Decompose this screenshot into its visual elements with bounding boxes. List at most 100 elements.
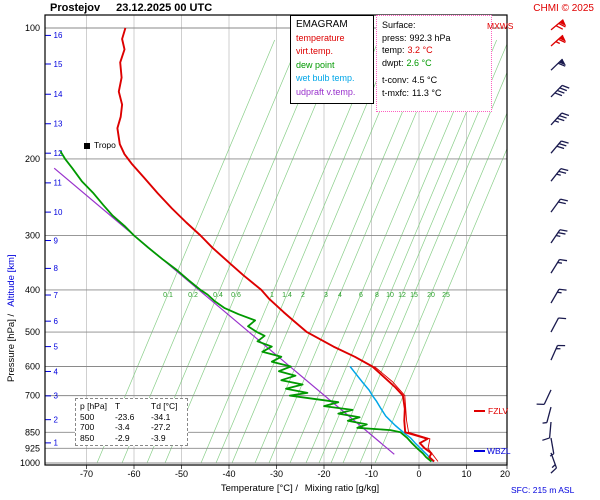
bottom-axis-title: Temperature [°C] / Mixing ratio [g/kg] (150, 483, 450, 494)
svg-text:2: 2 (54, 415, 59, 424)
svg-text:0.4: 0.4 (213, 292, 223, 299)
svg-text:-10: -10 (365, 469, 378, 479)
legend-item-temperature: temperature (296, 32, 345, 43)
svg-text:16: 16 (54, 31, 63, 40)
surface-temp-row: temp: 3.2 °C (382, 44, 486, 57)
surface-tconv-value: 4.5 °C (412, 75, 438, 85)
svg-text:6: 6 (54, 317, 59, 326)
svg-text:1: 1 (54, 439, 59, 448)
svg-text:5: 5 (54, 342, 59, 351)
plot-border (44, 14, 508, 466)
surface-dwpt-value: 2.6 °C (406, 57, 432, 68)
surface-tmxfc-row: t-mxfc: 11.3 °C (382, 87, 486, 100)
svg-text:-40: -40 (222, 469, 235, 479)
svg-text:20: 20 (427, 292, 435, 299)
svg-text:600: 600 (25, 361, 40, 371)
series-wet-bulb-temp- (349, 366, 434, 462)
surface-press-label: press: (382, 32, 407, 43)
surface-press-row: press: 992.3 hPa (382, 32, 486, 45)
svg-text:4: 4 (338, 292, 342, 299)
legend-item-virt-temp: virt.temp. (296, 46, 334, 56)
freezing-level-label: FZLV (488, 406, 509, 416)
wet-bulb-zero-marker (474, 450, 485, 452)
svg-text:100: 100 (25, 23, 40, 33)
surface-tconv-label: t-conv: (382, 75, 410, 85)
wind-barb (550, 167, 569, 182)
wind-barb (550, 317, 567, 333)
series-temperature (116, 27, 435, 463)
svg-text:0: 0 (416, 469, 421, 479)
temperature-axis-title: Temperature [°C] / (220, 483, 299, 494)
svg-text:13: 13 (54, 120, 63, 129)
wind-barb (536, 389, 552, 406)
sounding-curves (53, 27, 439, 463)
station-name: Prostejov (50, 2, 101, 14)
surface-press-value: 992.3 hPa (409, 32, 451, 43)
svg-text:4: 4 (54, 367, 59, 376)
series-dew-point (59, 150, 432, 463)
svg-text:6: 6 (359, 292, 363, 299)
pressure-axis-title: Pressure [hPa] / (6, 314, 17, 382)
table-row: 850 -2.9 -3.9 (80, 432, 166, 443)
svg-text:15: 15 (54, 60, 63, 69)
col-pressure: p [hPa] (80, 401, 107, 411)
svg-text:8: 8 (375, 292, 379, 299)
svg-text:400: 400 (25, 285, 40, 295)
svg-text:925: 925 (25, 443, 40, 453)
svg-text:25: 25 (442, 292, 450, 299)
left-axis-title: Pressure [hPa] / Altitude [km] (6, 254, 17, 382)
surface-tconv-row: t-conv: 4.5 °C (382, 74, 486, 87)
svg-text:0.6: 0.6 (231, 292, 241, 299)
wind-barb (542, 421, 552, 441)
surface-data-box: Surface: press: 992.3 hPa temp: 3.2 °C d… (376, 15, 492, 112)
svg-text:20: 20 (500, 469, 510, 479)
copyright-label: CHMI © 2025 (533, 3, 594, 14)
surface-title: Surface: (382, 20, 416, 30)
wind-barb (550, 344, 566, 361)
svg-text:9: 9 (54, 236, 59, 245)
svg-text:12: 12 (54, 149, 63, 158)
svg-text:14: 14 (54, 90, 63, 99)
svg-text:0.2: 0.2 (188, 292, 198, 299)
svg-text:850: 850 (25, 427, 40, 437)
legend-title: EMAGRAM (296, 19, 348, 30)
table-row: 500 -23.6 -34.1 (80, 411, 171, 422)
svg-text:10: 10 (386, 292, 394, 299)
wind-barbs (536, 19, 570, 474)
svg-text:-60: -60 (127, 469, 140, 479)
legend-box: EMAGRAM temperature virt.temp. dew point… (290, 15, 374, 104)
svg-text:15: 15 (410, 292, 418, 299)
surface-dwpt-label: dwpt: (382, 57, 404, 68)
svg-text:1000: 1000 (20, 458, 40, 468)
svg-text:7: 7 (54, 291, 59, 300)
svg-text:10: 10 (461, 469, 471, 479)
wind-barb (550, 34, 567, 47)
wind-barb (550, 140, 569, 154)
wind-barb (550, 58, 566, 71)
wind-barb (550, 84, 570, 98)
max-wind-label: MXWS (487, 21, 514, 31)
surface-temp-label: temp: (382, 45, 405, 55)
svg-text:500: 500 (25, 327, 40, 337)
surface-tmxfc-label: t-mxfc: (382, 87, 409, 98)
wind-barb (550, 229, 568, 244)
tropopause-label: Tropo (94, 140, 116, 150)
wind-barb (550, 19, 567, 31)
surface-dwpt-row: dwpt: 2.6 °C (382, 57, 486, 70)
svg-text:-30: -30 (270, 469, 283, 479)
sfc-elevation-label: SFC: 215 m ASL (511, 485, 575, 495)
tropopause-marker (84, 143, 90, 149)
svg-text:8: 8 (54, 264, 59, 273)
svg-text:-50: -50 (175, 469, 188, 479)
svg-text:12: 12 (398, 292, 406, 299)
svg-text:-20: -20 (317, 469, 330, 479)
col-temp: T (115, 401, 121, 411)
svg-text:-70: -70 (80, 469, 93, 479)
svg-text:700: 700 (25, 391, 40, 401)
wind-barb (550, 258, 568, 274)
wind-barb (550, 452, 558, 474)
pressure-tick-labels: 100 200 300 400 500 600 700 850 925 1000 (20, 23, 40, 468)
svg-text:0.1: 0.1 (163, 292, 173, 299)
altitude-ticks: 16 15 14 13 12 11 10 9 8 7 6 5 4 3 2 1 (45, 31, 63, 448)
